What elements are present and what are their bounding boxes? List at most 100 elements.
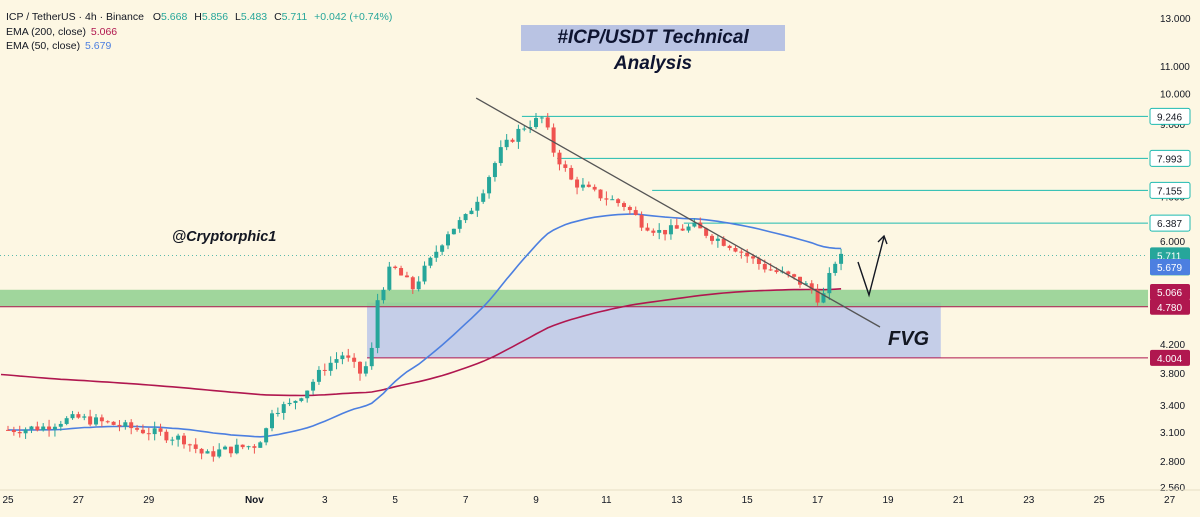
- y-tick-label: 3.100: [1160, 428, 1185, 439]
- x-tick-label: 5: [392, 495, 398, 506]
- price-badge-label: 4.780: [1157, 303, 1182, 314]
- y-tick-label: 3.800: [1160, 369, 1185, 380]
- level-badge: [1149, 181, 1191, 199]
- fvg-label: FVG: [888, 328, 930, 350]
- ema200-label: EMA (200, close): [6, 26, 86, 38]
- y-tick-label: 2.800: [1160, 457, 1185, 468]
- candle-body: [105, 421, 110, 423]
- candle-body: [47, 426, 52, 430]
- candle-body: [234, 444, 239, 454]
- candle-body: [833, 263, 838, 273]
- candle-body: [627, 206, 632, 211]
- candle-body: [446, 234, 450, 246]
- candle-body: [410, 277, 415, 290]
- candle-body: [346, 355, 351, 358]
- price-badge: [1150, 259, 1190, 276]
- candle-body: [809, 283, 814, 290]
- candle-body: [510, 139, 515, 142]
- candle-body: [316, 369, 321, 382]
- candle-body: [358, 361, 362, 374]
- candle-body: [111, 421, 116, 425]
- high-label: H: [194, 11, 202, 23]
- candle-body: [322, 369, 327, 371]
- candle-body: [545, 117, 550, 128]
- y-tick-label: 9.000: [1160, 120, 1185, 131]
- candle-body: [839, 253, 844, 264]
- candle-body: [252, 446, 257, 448]
- candle-body: [563, 164, 568, 168]
- candle-body: [228, 446, 233, 454]
- candle-body: [240, 444, 245, 448]
- candle-body: [363, 366, 368, 374]
- level-badge: [1149, 214, 1191, 232]
- candle-body: [211, 451, 216, 457]
- ema-200-path: [0, 288, 842, 397]
- support-zone: [0, 289, 1148, 307]
- candle-body: [657, 229, 662, 233]
- level-badge: [1149, 149, 1191, 167]
- zones: [0, 255, 1148, 359]
- candle-body: [35, 426, 40, 431]
- candle-body: [258, 442, 263, 448]
- candle-body: [762, 264, 767, 270]
- candle-body: [158, 428, 163, 432]
- price-badge: [1150, 284, 1190, 301]
- candle-body: [52, 426, 57, 430]
- level-badge-label: 6.387: [1157, 219, 1182, 230]
- candle-body: [786, 271, 791, 275]
- candle-body: [399, 268, 404, 276]
- y-tick-label: 10.000: [1160, 90, 1191, 101]
- candle-body: [287, 402, 292, 405]
- candle-body: [715, 238, 720, 241]
- candle-body: [704, 228, 709, 236]
- candle-body: [710, 235, 714, 241]
- x-tick-label: 17: [812, 495, 824, 506]
- candle-body: [340, 355, 345, 360]
- x-tick-label: 7: [463, 495, 469, 506]
- candle-body: [475, 201, 480, 211]
- candle-body: [246, 446, 251, 448]
- candle-body: [639, 214, 644, 228]
- candle-body: [745, 252, 750, 257]
- candle-body: [792, 274, 797, 277]
- candle-body: [140, 429, 145, 434]
- candle-body: [176, 435, 181, 440]
- candle-body: [580, 184, 585, 188]
- candle-body: [123, 422, 128, 427]
- candle-body: [6, 429, 10, 431]
- y-tick-label: 2.560: [1160, 483, 1185, 494]
- candle-body: [70, 414, 75, 419]
- y-tick-label: 13.000: [1160, 14, 1191, 25]
- candle-body: [733, 248, 738, 252]
- candle-body: [223, 446, 228, 450]
- candle-body: [504, 139, 509, 148]
- x-tick-label: 25: [2, 495, 14, 506]
- time-axis[interactable]: 25 27 29 Nov 3 5 7 9 11 13 15 17 19 21 23 25 27: [0, 489, 1200, 506]
- candle-body: [393, 266, 398, 269]
- close-value: 5.711: [281, 11, 308, 23]
- level-badge: [1149, 107, 1191, 125]
- low-value: 5.483: [240, 11, 268, 23]
- candle-body: [487, 177, 492, 194]
- candle-body: [182, 435, 186, 445]
- candle-body: [170, 439, 175, 441]
- price-axis[interactable]: 13.00011.00010.0009.0007.0006.0004.2003.…: [1149, 14, 1191, 494]
- candle-body: [41, 426, 46, 431]
- candle-body: [575, 179, 580, 188]
- ema50-legend[interactable]: EMA (50, close) 5.679: [6, 40, 111, 53]
- ema50-label: EMA (50, close): [6, 40, 81, 52]
- candle-body: [727, 245, 732, 249]
- ema200-legend[interactable]: EMA (200, close) 5.066: [6, 26, 117, 39]
- ema-50-path: [7, 213, 842, 438]
- candle-body: [152, 428, 157, 435]
- candle-body: [469, 210, 474, 215]
- candle-body: [17, 432, 22, 434]
- title-background: [521, 25, 785, 51]
- candle-body: [481, 193, 486, 202]
- candle-body: [369, 347, 374, 367]
- level-badge-label: 9.246: [1157, 112, 1182, 123]
- candle-body: [604, 198, 609, 200]
- candle-body: [146, 433, 151, 435]
- candle-body: [498, 147, 503, 164]
